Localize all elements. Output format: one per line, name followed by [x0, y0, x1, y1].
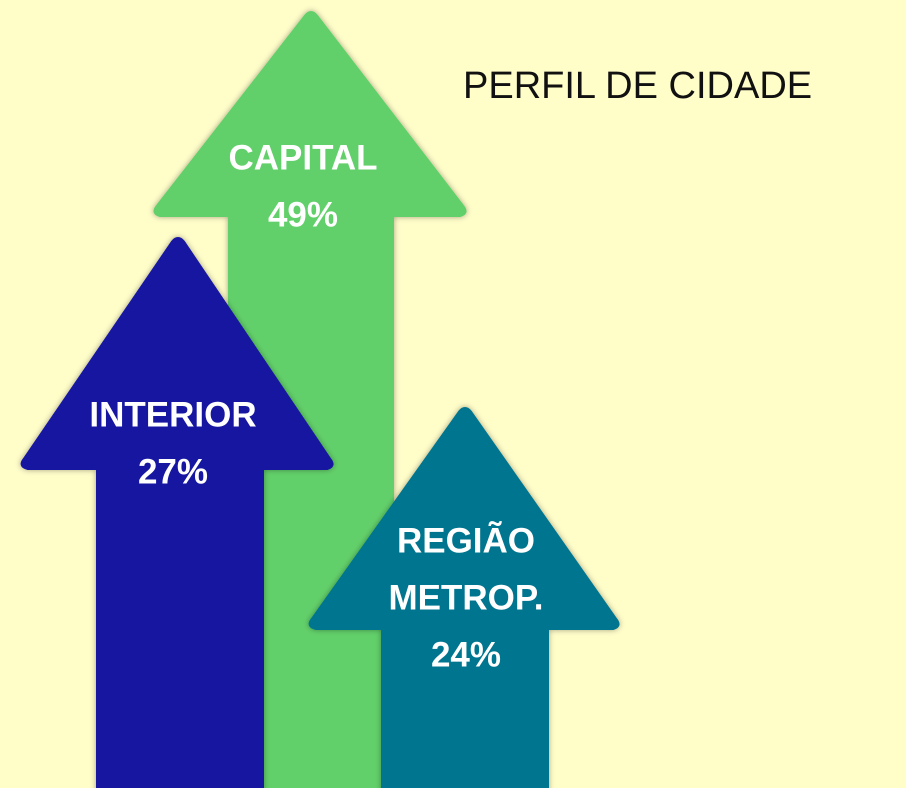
arrow-interior	[20, 237, 334, 788]
arrow-label: INTERIOR	[89, 395, 256, 434]
arrow-label: CAPITAL	[228, 138, 377, 177]
arrow-label: METROP.	[389, 578, 544, 617]
labels: CAPITAL 49% INTERIOR 27% REGIÃO METROP. 24%	[89, 138, 543, 674]
title: PERFIL DE CIDADE	[463, 65, 812, 107]
arrow-value: 24%	[431, 635, 501, 674]
arrow-label: REGIÃO	[397, 521, 535, 560]
arrow-regiao	[308, 407, 620, 788]
arrow-value: 27%	[138, 452, 208, 491]
arrow-value: 49%	[268, 195, 338, 234]
